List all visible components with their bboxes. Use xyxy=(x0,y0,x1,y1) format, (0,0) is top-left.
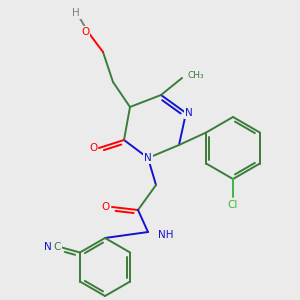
Text: N: N xyxy=(144,153,152,163)
Text: H: H xyxy=(72,8,80,18)
Text: CH₃: CH₃ xyxy=(187,70,204,80)
Text: O: O xyxy=(89,143,97,153)
Text: C: C xyxy=(53,242,61,251)
Text: O: O xyxy=(81,27,89,37)
Text: Cl: Cl xyxy=(228,200,238,210)
Text: O: O xyxy=(102,202,110,212)
Text: NH: NH xyxy=(158,230,173,240)
Text: N: N xyxy=(44,242,52,251)
Text: N: N xyxy=(185,108,193,118)
